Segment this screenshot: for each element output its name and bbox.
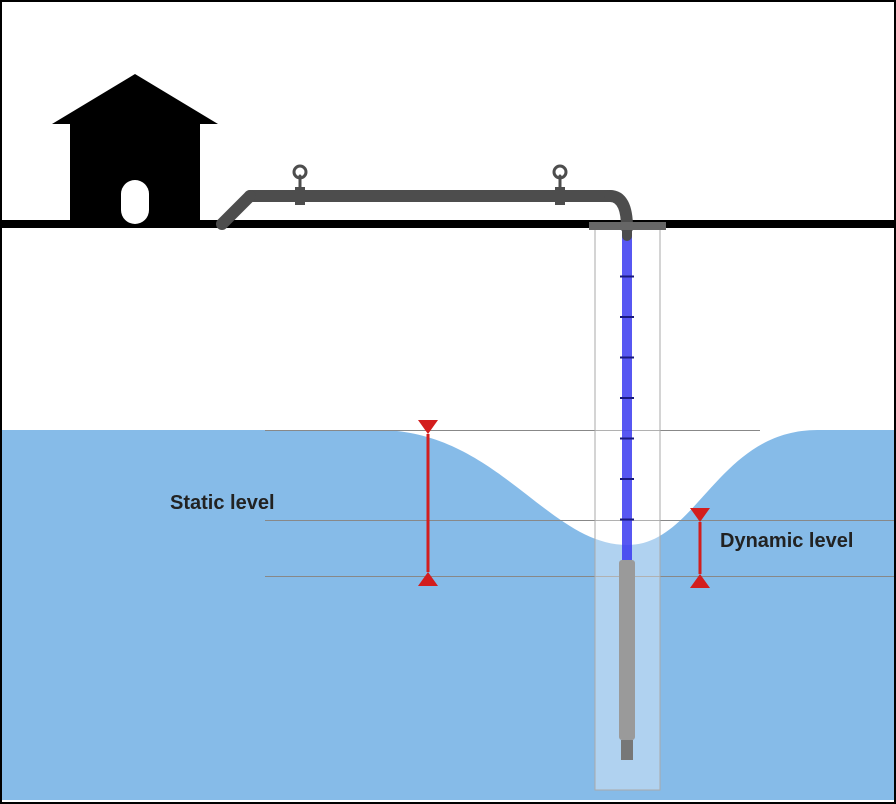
static-level-label: Static level: [170, 492, 275, 515]
dynamic-level-label: Dynamic level: [720, 530, 853, 553]
well-diagram: Static level Dynamic level: [0, 0, 896, 804]
static-arrow: [418, 420, 438, 586]
measurement-arrows: [0, 0, 896, 804]
dynamic-arrow: [690, 508, 710, 588]
